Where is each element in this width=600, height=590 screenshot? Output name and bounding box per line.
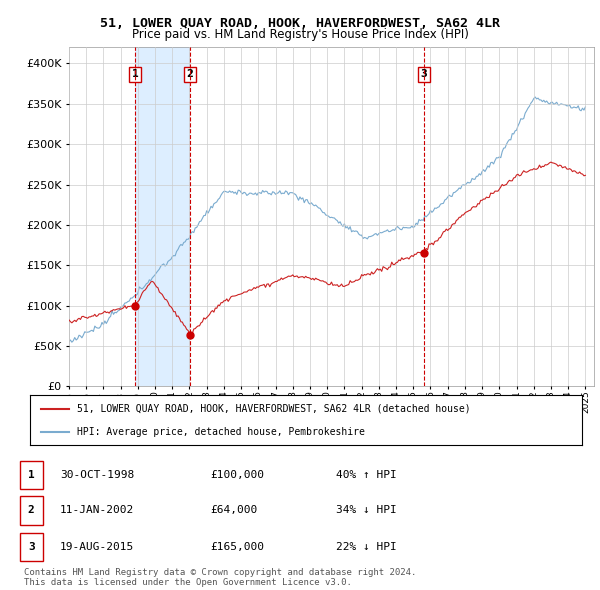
Text: 11-JAN-2002: 11-JAN-2002 bbox=[60, 506, 134, 515]
Text: 34% ↓ HPI: 34% ↓ HPI bbox=[336, 506, 397, 515]
Text: 1: 1 bbox=[131, 70, 139, 79]
Text: 3: 3 bbox=[28, 542, 35, 552]
Text: 22% ↓ HPI: 22% ↓ HPI bbox=[336, 542, 397, 552]
Text: 51, LOWER QUAY ROAD, HOOK, HAVERFORDWEST, SA62 4LR: 51, LOWER QUAY ROAD, HOOK, HAVERFORDWEST… bbox=[100, 17, 500, 30]
Point bbox=[185, 330, 195, 339]
Text: 19-AUG-2015: 19-AUG-2015 bbox=[60, 542, 134, 552]
Text: HPI: Average price, detached house, Pembrokeshire: HPI: Average price, detached house, Pemb… bbox=[77, 427, 365, 437]
Bar bbox=[135, 47, 190, 386]
Text: Price paid vs. HM Land Registry's House Price Index (HPI): Price paid vs. HM Land Registry's House … bbox=[131, 28, 469, 41]
Text: 2: 2 bbox=[187, 70, 193, 79]
Text: 30-OCT-1998: 30-OCT-1998 bbox=[60, 470, 134, 480]
Text: 51, LOWER QUAY ROAD, HOOK, HAVERFORDWEST, SA62 4LR (detached house): 51, LOWER QUAY ROAD, HOOK, HAVERFORDWEST… bbox=[77, 404, 470, 414]
Text: £100,000: £100,000 bbox=[210, 470, 264, 480]
Text: 2: 2 bbox=[28, 506, 35, 515]
Text: 40% ↑ HPI: 40% ↑ HPI bbox=[336, 470, 397, 480]
Point bbox=[130, 301, 140, 310]
Text: 3: 3 bbox=[421, 70, 427, 79]
Text: £64,000: £64,000 bbox=[210, 506, 257, 515]
Text: Contains HM Land Registry data © Crown copyright and database right 2024.
This d: Contains HM Land Registry data © Crown c… bbox=[24, 568, 416, 587]
Text: £165,000: £165,000 bbox=[210, 542, 264, 552]
Point bbox=[419, 248, 429, 258]
Text: 1: 1 bbox=[28, 470, 35, 480]
